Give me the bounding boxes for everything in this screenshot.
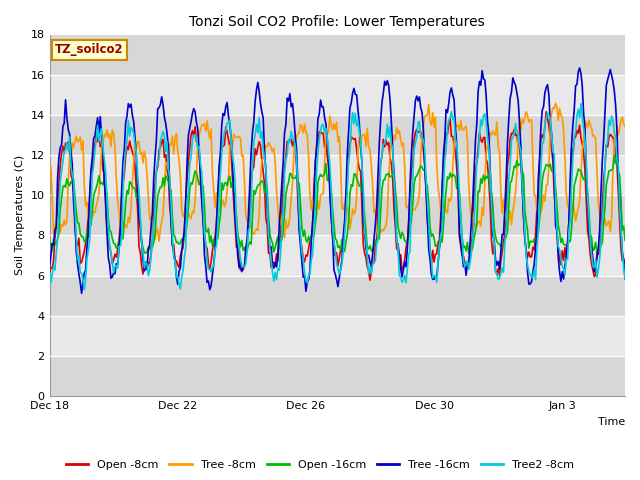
- Bar: [49, 356, 625, 396]
- X-axis label: Time: Time: [598, 417, 625, 427]
- Bar: [49, 115, 625, 155]
- Title: Tonzi Soil CO2 Profile: Lower Temperatures: Tonzi Soil CO2 Profile: Lower Temperatur…: [189, 15, 485, 29]
- Bar: [49, 276, 625, 316]
- Legend: Open -8cm, Tree -8cm, Open -16cm, Tree -16cm, Tree2 -8cm: Open -8cm, Tree -8cm, Open -16cm, Tree -…: [61, 456, 579, 474]
- Text: TZ_soilco2: TZ_soilco2: [55, 43, 124, 56]
- Bar: [49, 195, 625, 235]
- Y-axis label: Soil Temperatures (C): Soil Temperatures (C): [15, 155, 25, 276]
- Bar: [49, 35, 625, 74]
